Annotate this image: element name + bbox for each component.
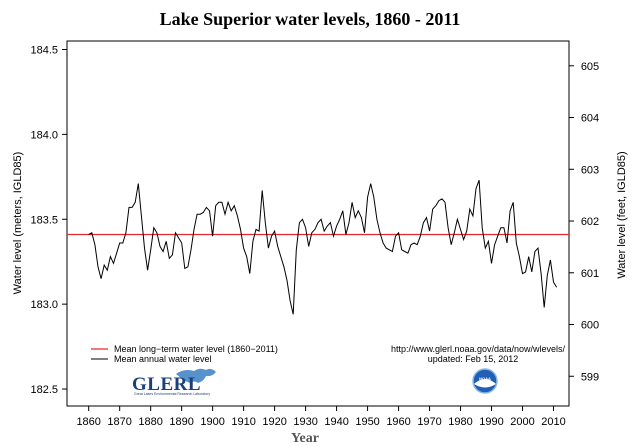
y-tick-label: 184.5 bbox=[30, 44, 58, 56]
y-tick-label: 183.5 bbox=[30, 214, 58, 226]
noaa-logo-text: NOAA bbox=[479, 376, 491, 381]
x-tick-label: 1880 bbox=[138, 416, 162, 428]
x-tick-label: 1940 bbox=[324, 416, 348, 428]
plot-frame bbox=[66, 40, 570, 407]
updated-date: updated: Feb 15, 2012 bbox=[428, 354, 519, 364]
legend-label-mean-level: Mean long−term water level (1860−2011) bbox=[114, 344, 278, 354]
x-tick-label: 2000 bbox=[510, 416, 534, 428]
y-tick-label: 183.0 bbox=[30, 299, 58, 311]
x-tick-label: 1870 bbox=[107, 416, 131, 428]
y-right-tick-label: 601 bbox=[581, 268, 599, 280]
legend: Mean long−term water level (1860−2011) M… bbox=[91, 344, 278, 364]
noaa-bird-icon bbox=[474, 379, 496, 388]
legend-label-annual: Mean annual water level bbox=[114, 354, 212, 364]
great-lakes-icon bbox=[176, 368, 216, 383]
noaa-logo: NOAA bbox=[472, 368, 498, 394]
y-right-tick-label: 604 bbox=[581, 113, 599, 125]
x-tick-label: 1890 bbox=[169, 416, 193, 428]
x-tick-label: 1980 bbox=[448, 416, 472, 428]
y-right-tick-label: 605 bbox=[581, 61, 599, 73]
x-tick-label: 1920 bbox=[262, 416, 286, 428]
x-tick-label: 1960 bbox=[386, 416, 410, 428]
y-axis-right: 599 600 601 602 603 604 605 bbox=[569, 61, 599, 383]
y-axis-title-right: Water level (feet, IGLD85) bbox=[616, 151, 628, 278]
x-axis: 1860 1870 1880 1890 1900 1910 1920 1930 1940 1950… bbox=[76, 406, 566, 428]
glerl-logo: GLERL Great Lakes Environmental Research… bbox=[132, 368, 216, 396]
y-axis-title-left: Water level (meters, IGLD85) bbox=[12, 152, 24, 295]
x-tick-label: 2010 bbox=[541, 416, 565, 428]
y-tick-label: 184.0 bbox=[30, 129, 58, 141]
chart-title: Lake Superior water levels, 1860 - 2011 bbox=[160, 9, 461, 29]
x-tick-label: 1930 bbox=[293, 416, 317, 428]
series-line-mean-annual bbox=[88, 180, 558, 315]
x-axis-title: Year bbox=[291, 431, 319, 446]
glerl-logo-text: GLERL bbox=[132, 374, 201, 395]
x-tick-label: 1900 bbox=[200, 416, 224, 428]
x-tick-label: 1860 bbox=[76, 416, 100, 428]
x-tick-label: 1990 bbox=[479, 416, 503, 428]
y-right-tick-label: 602 bbox=[581, 216, 599, 228]
y-tick-label: 182.5 bbox=[30, 384, 58, 396]
y-axis-left: 182.5 183.0 183.5 184.0 184.5 bbox=[30, 44, 67, 396]
x-tick-label: 1970 bbox=[417, 416, 441, 428]
x-tick-label: 1910 bbox=[231, 416, 255, 428]
source-url: http://www.glerl.noaa.gov/data/now/wleve… bbox=[391, 344, 566, 354]
x-tick-label: 1950 bbox=[355, 416, 379, 428]
y-right-tick-label: 603 bbox=[581, 164, 599, 176]
y-right-tick-label: 599 bbox=[581, 371, 599, 383]
y-right-tick-label: 600 bbox=[581, 320, 599, 332]
glerl-logo-subtitle: Great Lakes Environmental Research Labor… bbox=[134, 392, 210, 396]
